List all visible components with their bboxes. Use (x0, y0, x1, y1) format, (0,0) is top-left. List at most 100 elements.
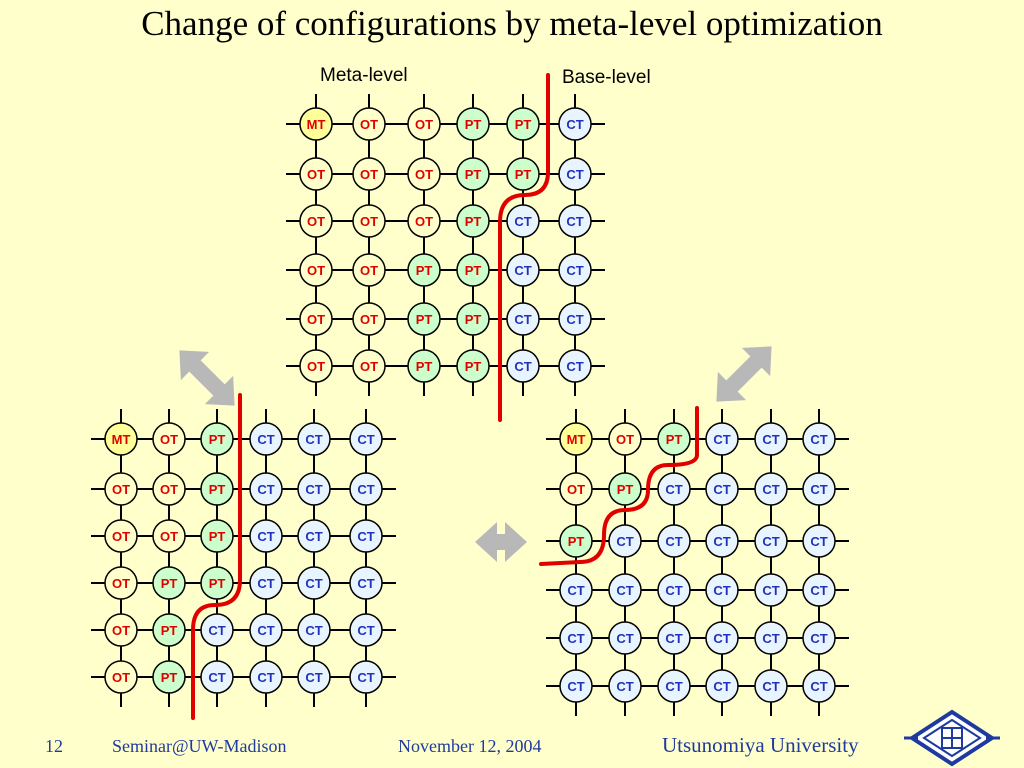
node-ct: CT (349, 472, 383, 506)
node-ct: CT (802, 573, 836, 607)
node-label: OT (360, 214, 378, 229)
node-label: OT (360, 312, 378, 327)
node-ct: CT (200, 660, 234, 694)
node-ot: OT (104, 566, 138, 600)
node-label: PT (465, 263, 482, 278)
node-ct: CT (754, 573, 788, 607)
node-label: CT (567, 583, 584, 598)
node-ot: OT (407, 157, 441, 191)
arrow-right-diagonal (716, 346, 772, 402)
node-ot: OT (104, 613, 138, 647)
node-label: CT (810, 679, 827, 694)
node-label: PT (161, 670, 178, 685)
node-ct: CT (506, 302, 540, 336)
node-label: CT (665, 679, 682, 694)
node-label: PT (568, 534, 585, 549)
node-label: CT (762, 679, 779, 694)
node-ot: OT (352, 157, 386, 191)
node-pt: PT (200, 566, 234, 600)
node-ct: CT (608, 524, 642, 558)
node-ct: CT (558, 107, 592, 141)
node-ct: CT (297, 660, 331, 694)
node-label: OT (112, 670, 130, 685)
node-ct: CT (249, 613, 283, 647)
node-label: CT (665, 482, 682, 497)
node-label: CT (257, 576, 274, 591)
node-ot: OT (352, 253, 386, 287)
node-ct: CT (558, 302, 592, 336)
node-label: CT (514, 214, 531, 229)
node-label: OT (360, 359, 378, 374)
node-label: CT (810, 432, 827, 447)
node-ot: OT (352, 302, 386, 336)
node-label: OT (160, 482, 178, 497)
node-pt: PT (407, 349, 441, 383)
node-pt: PT (506, 107, 540, 141)
node-ot: OT (559, 472, 593, 506)
node-ct: CT (349, 422, 383, 456)
node-ot: OT (104, 660, 138, 694)
boundary-line-left (191, 393, 242, 720)
node-label: CT (257, 623, 274, 638)
node-label: CT (208, 670, 225, 685)
node-ct: CT (608, 573, 642, 607)
node-label: PT (515, 117, 532, 132)
node-pt: PT (152, 566, 186, 600)
node-label: PT (465, 312, 482, 327)
node-ot: OT (608, 422, 642, 456)
node-label: CT (305, 432, 322, 447)
node-pt: PT (407, 302, 441, 336)
node-pt: PT (152, 613, 186, 647)
node-label: OT (307, 214, 325, 229)
node-label: CT (257, 482, 274, 497)
node-ct: CT (558, 204, 592, 238)
node-label: PT (666, 432, 683, 447)
boundary-line-right (539, 406, 699, 566)
node-pt: PT (456, 349, 490, 383)
node-label: CT (257, 432, 274, 447)
node-label: OT (307, 359, 325, 374)
node-label: PT (209, 576, 226, 591)
node-ct: CT (249, 519, 283, 553)
base-level-label: Base-level (562, 67, 651, 88)
arrow-left-diagonal (179, 350, 235, 406)
footer-date: November 12, 2004 (398, 736, 542, 756)
node-ct: CT (754, 472, 788, 506)
node-label: OT (360, 263, 378, 278)
node-ct: CT (349, 519, 383, 553)
node-label: PT (465, 359, 482, 374)
node-ct: CT (349, 660, 383, 694)
node-ot: OT (352, 204, 386, 238)
footer-venue: Seminar@UW-Madison (112, 736, 287, 756)
node-ct: CT (297, 422, 331, 456)
node-label: OT (307, 312, 325, 327)
node-ct: CT (754, 524, 788, 558)
node-label: CT (566, 214, 583, 229)
footer-university: Utsunomiya University (662, 733, 859, 757)
node-label: CT (566, 117, 583, 132)
node-pt: PT (456, 253, 490, 287)
node-ct: CT (506, 349, 540, 383)
node-label: OT (160, 432, 178, 447)
node-label: CT (514, 312, 531, 327)
node-ct: CT (705, 524, 739, 558)
node-pt: PT (152, 660, 186, 694)
node-ot: OT (104, 472, 138, 506)
node-label: CT (305, 529, 322, 544)
node-ct: CT (657, 573, 691, 607)
node-pt: PT (456, 107, 490, 141)
node-label: CT (713, 432, 730, 447)
node-ot: OT (299, 349, 333, 383)
node-ot: OT (299, 204, 333, 238)
node-mt: MT (559, 422, 593, 456)
node-label: PT (617, 482, 634, 497)
node-label: PT (416, 312, 433, 327)
node-label: PT (416, 263, 433, 278)
node-mt: MT (104, 422, 138, 456)
node-label: MT (112, 432, 131, 447)
node-label: CT (713, 534, 730, 549)
node-label: CT (665, 583, 682, 598)
node-label: PT (465, 214, 482, 229)
node-ct: CT (249, 472, 283, 506)
